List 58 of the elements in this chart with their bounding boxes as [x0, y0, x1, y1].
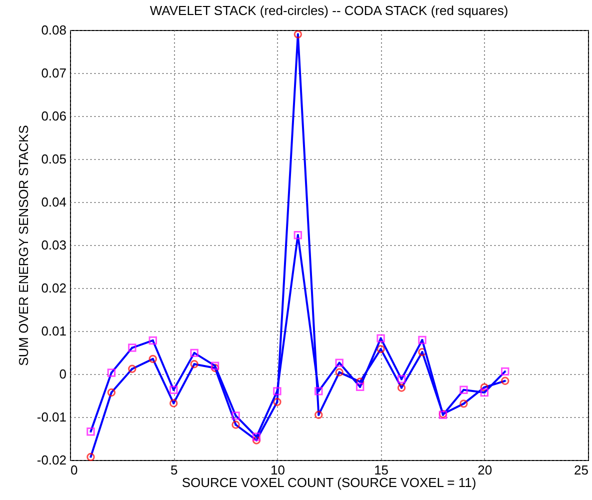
y-tick-label: 0.04 [41, 194, 66, 210]
point [460, 386, 468, 394]
point [480, 388, 489, 397]
point [460, 400, 468, 408]
point [190, 360, 198, 368]
y-tick-label: 0.07 [41, 66, 66, 80]
x-tick-label: 10 [270, 462, 285, 478]
point [480, 383, 489, 392]
chart-title: WAVELET STACK (red-circles) -- CODA STACK (red squares) [150, 3, 508, 18]
point [86, 452, 95, 462]
y-tick-label: 0.05 [41, 152, 66, 166]
point [294, 231, 302, 240]
point [335, 358, 344, 367]
point [252, 432, 261, 441]
point [252, 436, 261, 444]
y-tick-label: 0.02 [41, 280, 66, 296]
point [314, 410, 323, 419]
point [335, 368, 344, 376]
point [190, 348, 198, 358]
x-tick-label: 15 [374, 462, 389, 478]
point [107, 388, 116, 397]
point [232, 412, 240, 420]
y-tick-label: 0.08 [41, 22, 66, 38]
point [169, 399, 178, 408]
point [86, 428, 95, 436]
point [501, 376, 510, 385]
point [376, 334, 385, 342]
point [356, 378, 364, 386]
point [232, 420, 240, 429]
point [501, 367, 510, 376]
point [376, 344, 385, 354]
point [418, 336, 426, 344]
x-tick-label: 0 [70, 462, 78, 478]
point [294, 30, 302, 38]
y-tick-label: -0.02 [36, 452, 66, 468]
y-tick-label: -0.01 [36, 410, 66, 424]
point [148, 336, 157, 345]
point [107, 368, 116, 377]
y-tick-label: 0 [59, 366, 66, 382]
point [314, 387, 323, 396]
y-tick-label: 0.01 [41, 324, 66, 338]
y-tick-label: 0.03 [41, 238, 66, 252]
point [356, 382, 364, 392]
point [273, 398, 282, 406]
point [169, 386, 178, 394]
x-axis-title: SOURCE VOXEL COUNT (SOURCE VOXEL = 11) [182, 475, 476, 490]
point [397, 375, 406, 384]
x-tick-label: 5 [170, 462, 178, 478]
y-axis-title: SUM OVER ENERGY SENSOR STACKS [16, 124, 31, 366]
point [128, 344, 136, 352]
x-tick-label: 20 [478, 462, 492, 478]
point [128, 364, 136, 373]
y-tick-label: 0.06 [41, 108, 66, 124]
x-tick-label: 25 [574, 462, 588, 478]
point [148, 354, 157, 364]
point [418, 348, 426, 356]
point [210, 362, 220, 370]
point [397, 384, 406, 392]
